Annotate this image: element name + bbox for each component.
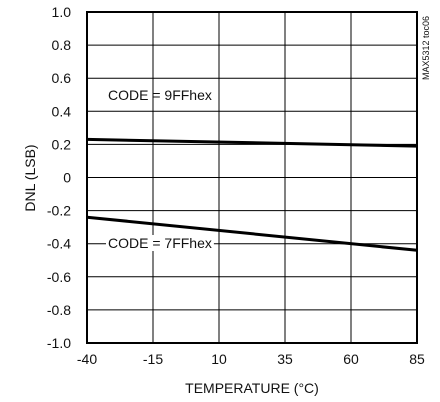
x-tick-label: 85 (409, 351, 425, 367)
x-tick-label: 10 (211, 351, 227, 367)
annotation-code-9ffhex: CODE = 9FFhex (108, 87, 212, 103)
y-tick-label: 0.8 (52, 37, 72, 53)
figure-id-label: MAX5312 toc06 (421, 16, 431, 80)
x-tick-labels: -40 -15 10 35 60 85 (77, 351, 425, 367)
series-lines (86, 137, 418, 252)
y-tick-label: -0.4 (47, 236, 71, 252)
y-tick-label: 0.6 (52, 70, 72, 86)
y-tick-label: -1.0 (47, 335, 71, 351)
y-tick-label: 0.4 (52, 103, 72, 119)
x-tick-label: -15 (143, 351, 163, 367)
y-tick-label: 0 (63, 170, 71, 186)
x-tick-label: 35 (277, 351, 293, 367)
y-tick-labels: 1.0 0.8 0.6 0.4 0.2 0 -0.2 -0.4 -0.6 -0.8 -1.0 (47, 4, 71, 351)
y-tick-label: 0.2 (52, 136, 72, 152)
x-axis-label: TEMPERATURE (°C) (185, 380, 319, 396)
series-line (86, 137, 418, 148)
y-tick-label: 1.0 (52, 4, 72, 20)
grid (86, 11, 418, 344)
y-tick-label: -0.8 (47, 302, 71, 318)
x-tick-label: -40 (77, 351, 97, 367)
series-line (86, 215, 418, 252)
plot-frame (86, 11, 418, 344)
y-tick-label: -0.2 (47, 203, 71, 219)
annotation-backdrop (106, 235, 214, 251)
y-tick-label: -0.6 (47, 269, 71, 285)
x-tick-label: 60 (343, 351, 359, 367)
y-axis-label: DNL (LSB) (22, 144, 38, 211)
annotation-code-7ffhex: CODE = 7FFhex (108, 235, 212, 251)
